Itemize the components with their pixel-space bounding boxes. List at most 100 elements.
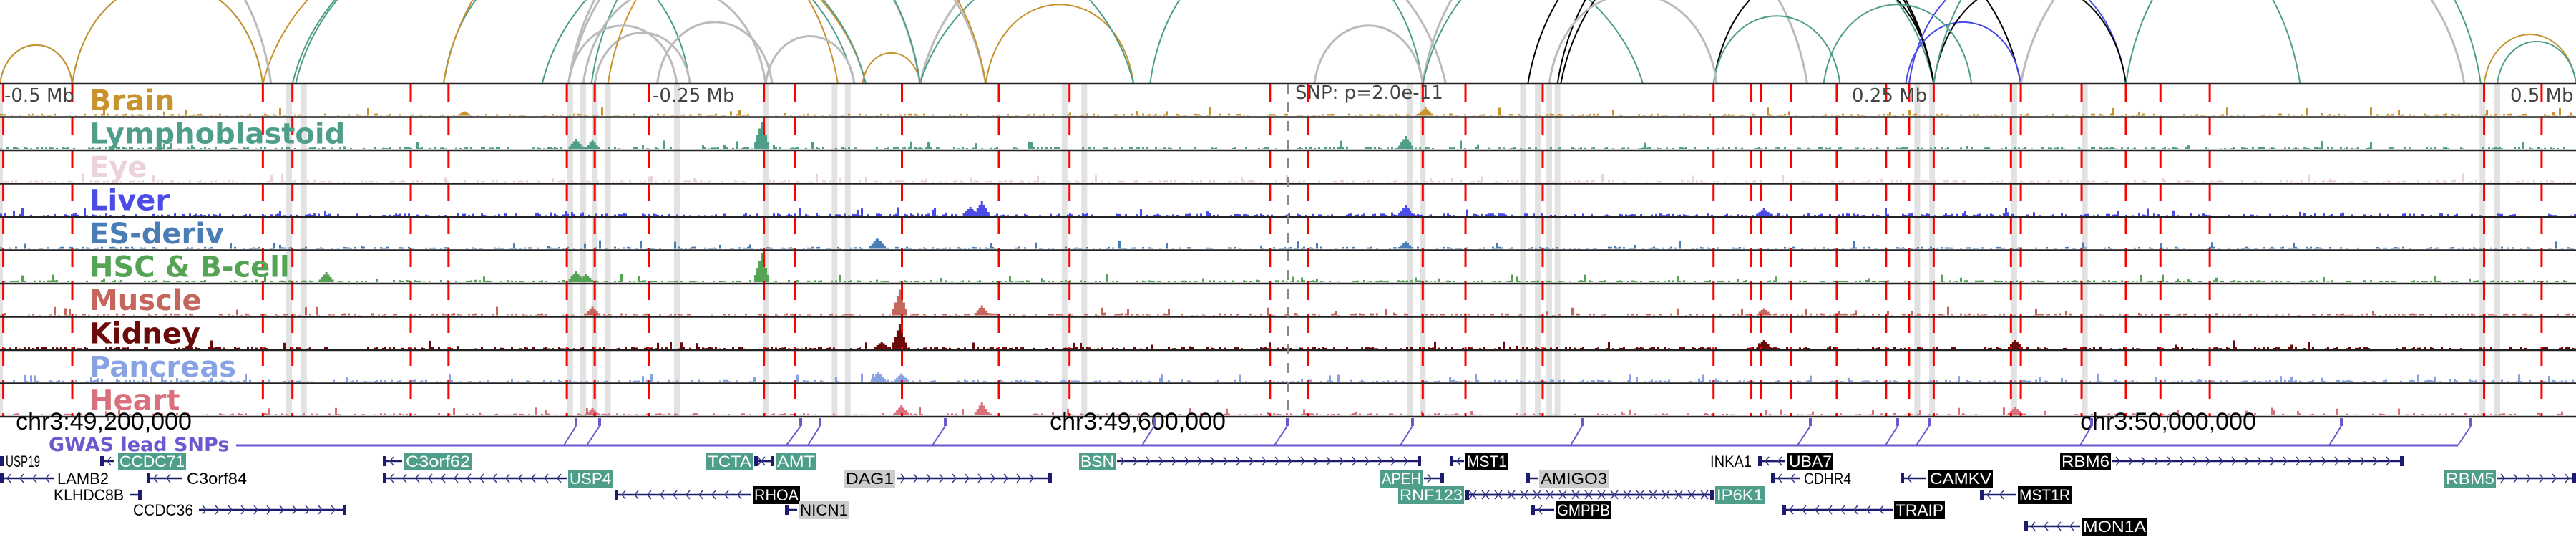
gwas-snp-marker[interactable]	[2079, 418, 2093, 446]
strand-chevron	[428, 473, 433, 483]
gene-rbm6[interactable]: RBM6	[2060, 453, 2404, 470]
interaction-arc	[1712, 15, 1841, 84]
gene-label: CAMKV	[1930, 470, 1991, 488]
gwas-snp-marker[interactable]	[1570, 418, 1584, 446]
strand-chevron	[913, 473, 918, 483]
strand-chevron	[1326, 456, 1331, 466]
gene-label: NICN1	[800, 501, 848, 519]
gwas-snp-marker[interactable]	[586, 418, 601, 446]
strand-chevron	[634, 490, 639, 500]
strand-chevron	[1866, 505, 1871, 515]
exon	[343, 505, 346, 515]
strand-chevron	[1133, 456, 1138, 466]
strand-chevron	[2044, 521, 2049, 531]
gene-uba7[interactable]: UBA7	[1758, 453, 1833, 470]
interaction-arc	[1313, 24, 1424, 84]
gene-label: CDHR4	[1804, 470, 1851, 488]
gene-usp4[interactable]: USP4	[383, 470, 613, 488]
gene-label: IP6K1	[1717, 486, 1763, 504]
strand-chevron	[737, 490, 742, 500]
gwas-snp-marker[interactable]	[786, 418, 802, 446]
gwas-snp-marker[interactable]	[1141, 418, 1156, 446]
exon	[785, 505, 789, 515]
gene-label-box	[844, 470, 895, 488]
interaction-arc	[243, 0, 273, 84]
strand-chevron	[1120, 456, 1125, 466]
axis-right-label: 0.5 Mb	[2510, 85, 2574, 107]
gene-traip[interactable]: TRAIP	[1782, 501, 1945, 519]
strand-chevron	[1427, 473, 1432, 483]
signal-brain	[0, 107, 2574, 116]
gwas-snp-marker[interactable]	[1274, 418, 1289, 446]
signal-es-deriv	[0, 238, 2574, 249]
strand-chevron	[492, 473, 497, 483]
gene-mst1[interactable]: MST1	[1450, 453, 1508, 470]
strand-chevron	[1016, 473, 1021, 483]
strand-chevron	[2128, 456, 2133, 466]
interaction-arc	[1548, 0, 1718, 84]
gene-amigo3[interactable]: AMIGO3	[1526, 470, 1609, 488]
strand-chevron	[2167, 456, 2172, 466]
gene-label: KLHDC8B	[54, 486, 124, 504]
strand-chevron	[1029, 473, 1034, 483]
gene-klhdc8b[interactable]: KLHDC8B	[54, 486, 142, 504]
gene-lamb2[interactable]: LAMB2	[0, 470, 109, 488]
gene-label: RBM6	[2062, 453, 2109, 470]
gwas-snp-marker[interactable]	[932, 418, 947, 446]
exon	[1526, 473, 1530, 483]
gene-rhoa[interactable]: RHOA	[615, 486, 800, 504]
gene-label: CCDC71	[119, 453, 185, 470]
gwas-snp-marker[interactable]	[563, 418, 577, 446]
gene-c3orf84[interactable]: C3orf84	[147, 470, 247, 488]
gene-mst1r[interactable]: MST1R	[1980, 486, 2072, 504]
gene-label: APEH	[1382, 470, 1421, 488]
exon	[2400, 456, 2404, 466]
gene-usp19[interactable]: USP19	[0, 453, 40, 470]
gene-amt[interactable]: AMT	[754, 453, 816, 470]
gwas-snp-marker[interactable]	[1916, 418, 1931, 446]
track-borders	[0, 82, 2576, 418]
gene-label-box	[568, 470, 613, 488]
strand-chevron	[1840, 505, 1845, 515]
interaction-arc	[442, 0, 839, 84]
gene-ccdc71[interactable]: CCDC71	[100, 453, 186, 470]
gwas-snp-marker[interactable]	[1797, 418, 1812, 446]
strand-chevron	[2552, 473, 2557, 483]
gwas-snp-marker[interactable]	[2457, 418, 2472, 446]
gene-ccdc36[interactable]: CCDC36	[133, 501, 346, 519]
gene-label: BSN	[1080, 453, 1114, 470]
gene-ip6k1[interactable]: IP6K1	[1465, 486, 1765, 504]
gene-label: MST1	[1467, 453, 1507, 470]
gwas-snp-marker[interactable]	[807, 418, 821, 446]
strand-chevron	[32, 473, 37, 483]
gene-rbm5[interactable]: RBM5	[2444, 470, 2576, 488]
strand-chevron	[2321, 456, 2326, 466]
gwas-snp-marker[interactable]	[1885, 418, 1899, 446]
strand-chevron	[1485, 490, 1490, 500]
strand-chevron	[926, 473, 931, 483]
gene-nicn1[interactable]: NICN1	[785, 501, 849, 519]
gene-c3orf62[interactable]: C3orf62	[383, 453, 472, 470]
gene-mon1a[interactable]: MON1A	[2024, 518, 2147, 536]
gene-dag1[interactable]: DAG1	[844, 470, 1052, 488]
gwas-snp-marker[interactable]	[1400, 418, 1414, 446]
strand-chevron	[240, 505, 245, 515]
strand-chevron	[1790, 473, 1795, 483]
gene-apeh[interactable]: APEH	[1380, 470, 1444, 488]
track-label: Eye	[89, 151, 147, 184]
strand-chevron	[2334, 456, 2339, 466]
interaction-arc	[1933, 0, 2301, 84]
gene-gmppb[interactable]: GMPPB	[1531, 501, 1611, 519]
strand-chevron	[2373, 456, 2378, 466]
interaction-arc	[262, 0, 867, 84]
axis-labels: -0.5 Mb -0.25 Mb SNP: p=2.0e-11 0.25 Mb …	[4, 82, 2574, 107]
gene-bsn[interactable]: BSN	[1079, 453, 1421, 470]
gwas-snp-marker[interactable]	[2328, 418, 2343, 446]
gene-label: RBM5	[2446, 470, 2494, 488]
strand-chevron	[1575, 490, 1580, 500]
exon	[147, 473, 150, 483]
gene-cdhr4[interactable]: CDHR4	[1771, 470, 1851, 488]
gene-camkv[interactable]: CAMKV	[1901, 470, 1993, 488]
strand-chevron	[2513, 473, 2518, 483]
